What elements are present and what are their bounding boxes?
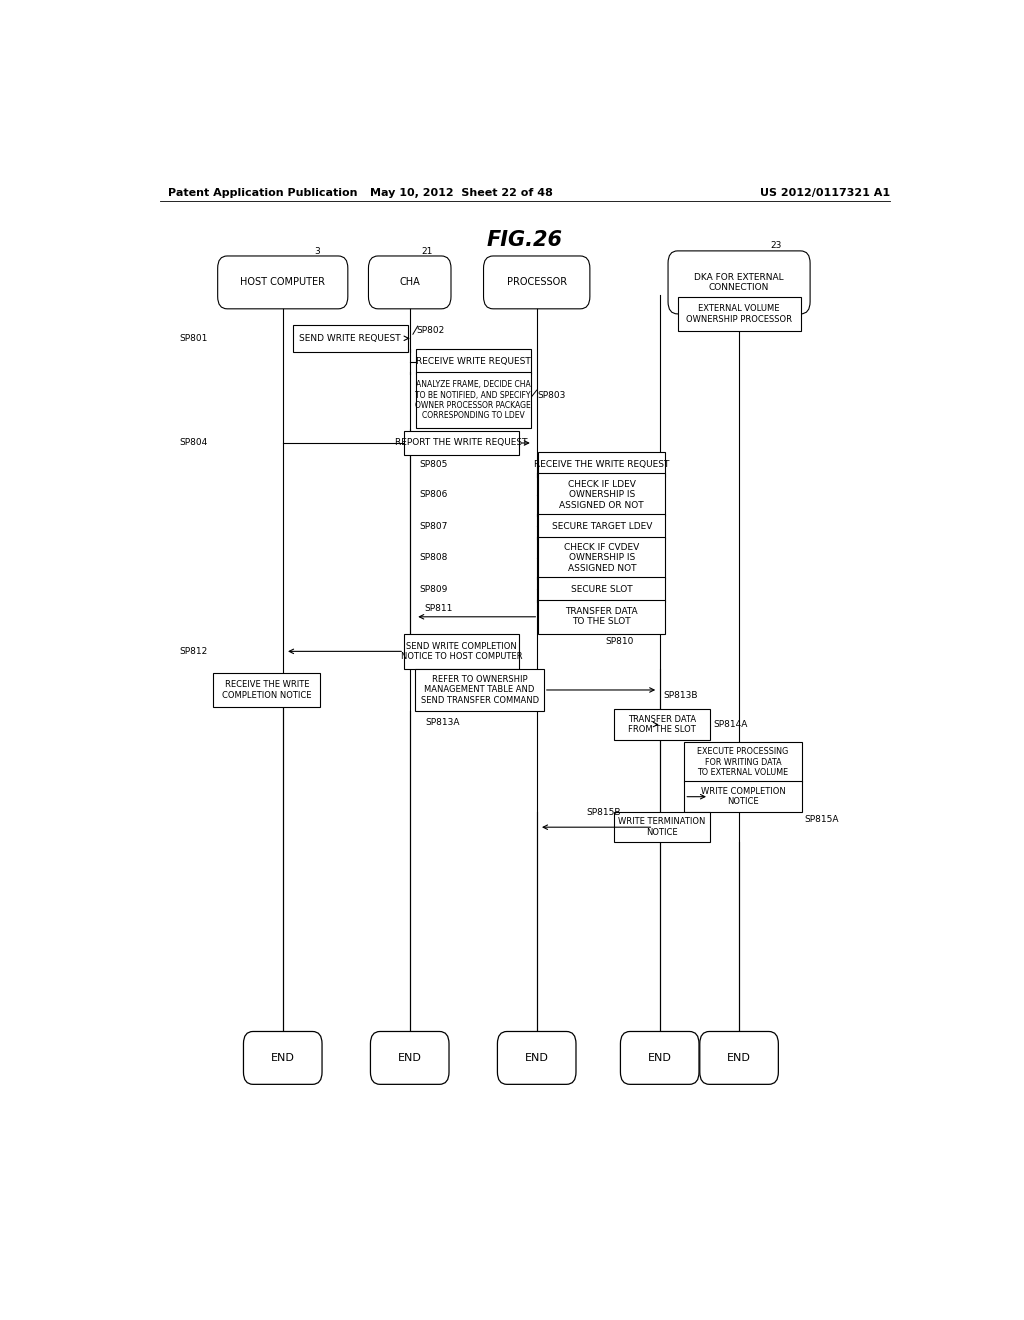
- FancyBboxPatch shape: [213, 673, 321, 708]
- Text: SP809: SP809: [419, 585, 447, 594]
- Text: REFER TO OWNERSHIP
MANAGEMENT TABLE AND
SEND TRANSFER COMMAND: REFER TO OWNERSHIP MANAGEMENT TABLE AND …: [421, 675, 539, 705]
- FancyBboxPatch shape: [498, 1031, 575, 1084]
- FancyBboxPatch shape: [678, 297, 801, 331]
- Text: PROCESSOR: PROCESSOR: [507, 277, 566, 288]
- Text: EXTERNAL VOLUME
OWNERSHIP PROCESSOR: EXTERNAL VOLUME OWNERSHIP PROCESSOR: [686, 304, 793, 323]
- Text: SP813B: SP813B: [663, 690, 697, 700]
- Text: WRITE TERMINATION
NOTICE: WRITE TERMINATION NOTICE: [618, 817, 706, 837]
- FancyBboxPatch shape: [218, 256, 348, 309]
- Text: SECURE TARGET LDEV: SECURE TARGET LDEV: [552, 521, 652, 531]
- Text: SP812: SP812: [179, 647, 208, 656]
- FancyBboxPatch shape: [244, 1031, 322, 1084]
- Text: END: END: [648, 1053, 672, 1063]
- Text: SP805: SP805: [419, 459, 447, 469]
- Text: SP814A: SP814A: [714, 719, 749, 729]
- Text: SP813A: SP813A: [426, 718, 460, 727]
- Text: SEND WRITE REQUEST: SEND WRITE REQUEST: [299, 334, 401, 343]
- FancyBboxPatch shape: [416, 372, 530, 428]
- Text: TRANSFER DATA
TO THE SLOT: TRANSFER DATA TO THE SLOT: [565, 607, 638, 627]
- Text: SP808: SP808: [419, 553, 447, 562]
- Text: SP803: SP803: [538, 391, 565, 400]
- FancyBboxPatch shape: [539, 474, 666, 516]
- FancyBboxPatch shape: [668, 251, 810, 314]
- FancyBboxPatch shape: [293, 325, 408, 351]
- Text: SECURE SLOT: SECURE SLOT: [571, 585, 633, 594]
- FancyBboxPatch shape: [621, 1031, 699, 1084]
- Text: 3: 3: [314, 247, 321, 256]
- Text: SEND WRITE COMPLETION
NOTICE TO HOST COMPUTER: SEND WRITE COMPLETION NOTICE TO HOST COM…: [400, 642, 522, 661]
- Text: DKA FOR EXTERNAL
CONNECTION: DKA FOR EXTERNAL CONNECTION: [694, 273, 784, 292]
- FancyBboxPatch shape: [371, 1031, 449, 1084]
- FancyBboxPatch shape: [483, 256, 590, 309]
- Text: RECEIVE THE WRITE
COMPLETION NOTICE: RECEIVE THE WRITE COMPLETION NOTICE: [222, 680, 311, 700]
- Text: Patent Application Publication: Patent Application Publication: [168, 187, 357, 198]
- Text: SP810: SP810: [606, 636, 634, 645]
- Text: HOST COMPUTER: HOST COMPUTER: [241, 277, 326, 288]
- Text: SP806: SP806: [419, 490, 447, 499]
- FancyBboxPatch shape: [539, 599, 666, 634]
- Text: SP801: SP801: [179, 334, 208, 343]
- Text: FIG.26: FIG.26: [486, 230, 563, 249]
- Text: SP807: SP807: [419, 521, 447, 531]
- FancyBboxPatch shape: [539, 577, 666, 602]
- FancyBboxPatch shape: [369, 256, 451, 309]
- Text: END: END: [270, 1053, 295, 1063]
- FancyBboxPatch shape: [614, 709, 710, 739]
- Text: EXECUTE PROCESSING
FOR WRITING DATA
TO EXTERNAL VOLUME: EXECUTE PROCESSING FOR WRITING DATA TO E…: [697, 747, 788, 777]
- FancyBboxPatch shape: [684, 742, 802, 783]
- Text: RECEIVE THE WRITE REQUEST: RECEIVE THE WRITE REQUEST: [535, 459, 670, 469]
- Text: END: END: [397, 1053, 422, 1063]
- Text: SP811: SP811: [424, 605, 453, 614]
- FancyBboxPatch shape: [403, 634, 519, 669]
- FancyBboxPatch shape: [539, 515, 666, 539]
- FancyBboxPatch shape: [539, 453, 666, 477]
- Text: CHECK IF CVDEV
OWNERSHIP IS
ASSIGNED NOT: CHECK IF CVDEV OWNERSHIP IS ASSIGNED NOT: [564, 543, 639, 573]
- Text: May 10, 2012  Sheet 22 of 48: May 10, 2012 Sheet 22 of 48: [370, 187, 553, 198]
- Text: SP815A: SP815A: [804, 814, 839, 824]
- FancyBboxPatch shape: [403, 430, 519, 455]
- Text: CHA: CHA: [399, 277, 420, 288]
- Text: REPORT THE WRITE REQUEST: REPORT THE WRITE REQUEST: [395, 438, 527, 447]
- FancyBboxPatch shape: [539, 536, 666, 579]
- FancyBboxPatch shape: [416, 669, 544, 711]
- Text: 23: 23: [771, 240, 782, 249]
- Text: END: END: [727, 1053, 751, 1063]
- FancyBboxPatch shape: [614, 812, 710, 842]
- Text: SP815B: SP815B: [587, 808, 622, 817]
- Text: 21: 21: [422, 247, 433, 256]
- Text: SP802: SP802: [416, 326, 444, 335]
- Text: SP804: SP804: [179, 438, 208, 447]
- FancyBboxPatch shape: [699, 1031, 778, 1084]
- Text: WRITE COMPLETION
NOTICE: WRITE COMPLETION NOTICE: [700, 787, 785, 807]
- Text: CHECK IF LDEV
OWNERSHIP IS
ASSIGNED OR NOT: CHECK IF LDEV OWNERSHIP IS ASSIGNED OR N…: [559, 480, 644, 510]
- Text: RECEIVE WRITE REQUEST: RECEIVE WRITE REQUEST: [416, 358, 530, 366]
- Text: TRANSFER DATA
FROM THE SLOT: TRANSFER DATA FROM THE SLOT: [628, 715, 696, 734]
- FancyBboxPatch shape: [416, 350, 530, 374]
- Text: END: END: [524, 1053, 549, 1063]
- Text: ANALYZE FRAME, DECIDE CHA
TO BE NOTIFIED, AND SPECIFY
OWNER PROCESSOR PACKAGE
CO: ANALYZE FRAME, DECIDE CHA TO BE NOTIFIED…: [416, 380, 531, 420]
- Text: US 2012/0117321 A1: US 2012/0117321 A1: [760, 187, 890, 198]
- FancyBboxPatch shape: [684, 781, 802, 812]
